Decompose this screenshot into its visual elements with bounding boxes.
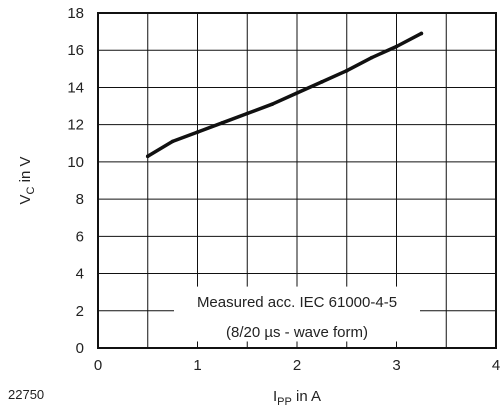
x-tick-labels: 0 1 2 3 4: [94, 357, 500, 374]
annotation-line-2: (8/20 µs - wave form): [226, 324, 368, 341]
grid-lines: [98, 13, 496, 348]
y-tick-label: 14: [67, 79, 84, 96]
x-axis-label-subscript: PP: [277, 396, 292, 408]
x-tick-label: 4: [492, 357, 500, 374]
figure-id: 22750: [8, 387, 44, 402]
data-point: [170, 139, 175, 144]
y-tick-label: 2: [76, 303, 84, 320]
series-line-1: [146, 31, 424, 159]
data-point: [195, 130, 200, 134]
y-tick-label: 8: [76, 191, 84, 208]
x-tick-label: 2: [293, 357, 301, 374]
data-point: [270, 102, 274, 106]
y-tick-label: 0: [76, 340, 84, 357]
y-tick-label: 6: [76, 228, 84, 245]
data-point: [344, 68, 349, 73]
plot-frame: [97, 12, 497, 349]
x-axis-label: IPP in A: [273, 388, 321, 408]
data-point: [369, 55, 374, 60]
data-point: [394, 44, 399, 49]
y-tick-label: 4: [76, 266, 84, 283]
series-layer: [145, 31, 424, 159]
y-tick-label: 16: [67, 42, 84, 59]
data-point: [145, 154, 150, 159]
y-axis-label-subscript: C: [25, 186, 37, 194]
data-point: [320, 80, 324, 84]
y-tick-label: 18: [67, 5, 84, 22]
y-tick-labels: 0 2 4 6 8 10 12 14 16 18: [67, 5, 84, 357]
data-point: [220, 121, 225, 125]
annotation-background: [174, 286, 420, 342]
x-tick-label: 0: [94, 357, 102, 374]
y-tick-label: 12: [67, 117, 84, 134]
x-axis-label-main: I: [273, 388, 277, 405]
y-axis-label-suffix: in V: [17, 157, 34, 187]
annotation: Measured acc. IEC 61000-4-5 (8/20 µs - w…: [174, 286, 420, 342]
x-axis-label-suffix: in A: [292, 388, 321, 405]
data-point: [245, 111, 250, 116]
data-point: [419, 31, 424, 36]
annotation-line-1: Measured acc. IEC 61000-4-5: [197, 294, 397, 311]
y-tick-label: 10: [67, 154, 84, 171]
x-tick-label: 1: [193, 357, 201, 374]
y-axis-label-main: V: [17, 194, 34, 204]
data-point: [295, 91, 299, 95]
x-tick-label: 3: [392, 357, 400, 374]
y-axis-label: VC in V: [17, 157, 37, 205]
